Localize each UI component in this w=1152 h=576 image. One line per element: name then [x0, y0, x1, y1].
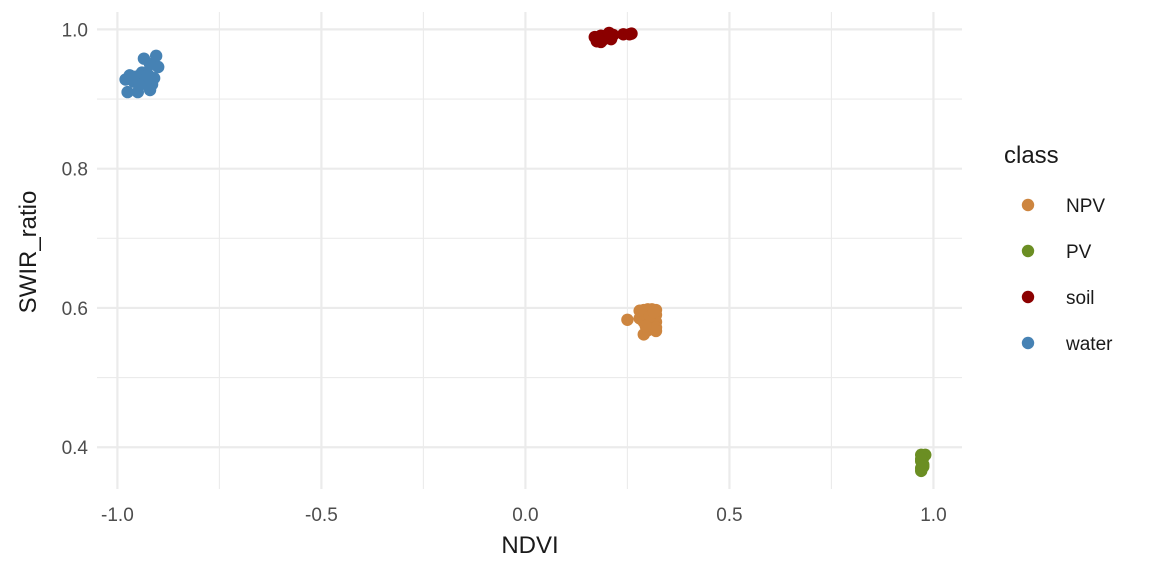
y-tick-label: 1.0 — [62, 20, 88, 41]
series-pv — [914, 448, 932, 478]
data-point — [917, 460, 930, 473]
data-point — [133, 78, 147, 92]
data-point — [143, 83, 157, 97]
data-points — [119, 26, 932, 478]
data-point — [125, 71, 138, 85]
data-point — [647, 305, 661, 319]
data-point — [149, 49, 163, 63]
legend-label-npv: NPV — [1066, 196, 1105, 217]
data-point — [649, 324, 663, 338]
grid — [97, 12, 962, 489]
legend-key-npv — [1021, 198, 1035, 212]
tick-labels: -1.0 -0.5 0.0 0.5 1.0 0.4 0.6 0.8 1.0 — [62, 20, 947, 526]
series-soil — [588, 26, 638, 49]
legend-label-water: water — [1065, 334, 1113, 355]
data-point — [594, 35, 608, 49]
data-point — [606, 28, 620, 42]
data-point — [152, 60, 165, 74]
legend: class NPV PV soil water — [1004, 142, 1113, 355]
x-tick-label: 0.0 — [512, 505, 538, 526]
data-point — [623, 28, 636, 41]
legend-title: class — [1004, 142, 1059, 169]
series-npv — [621, 303, 663, 341]
series-water — [119, 49, 165, 99]
x-tick-label: 1.0 — [920, 505, 946, 526]
legend-key-water — [1021, 336, 1035, 350]
legend-key-pv — [1021, 244, 1035, 258]
y-tick-label: 0.6 — [62, 299, 88, 320]
data-point — [621, 313, 634, 326]
y-axis-title: SWIR_ratio — [15, 191, 42, 314]
x-tick-label: -0.5 — [305, 505, 338, 526]
data-point — [121, 85, 134, 99]
x-tick-label: -1.0 — [101, 505, 134, 526]
legend-key-soil — [1021, 290, 1035, 304]
x-axis-title: NDVI — [501, 532, 558, 559]
x-tick-label: 0.5 — [716, 505, 742, 526]
legend-entries: NPV PV soil water — [1021, 196, 1113, 355]
y-tick-label: 0.8 — [62, 160, 88, 181]
y-tick-label: 0.4 — [62, 438, 89, 459]
data-point — [639, 319, 652, 333]
legend-label-soil: soil — [1066, 288, 1095, 309]
legend-label-pv: PV — [1066, 242, 1092, 263]
